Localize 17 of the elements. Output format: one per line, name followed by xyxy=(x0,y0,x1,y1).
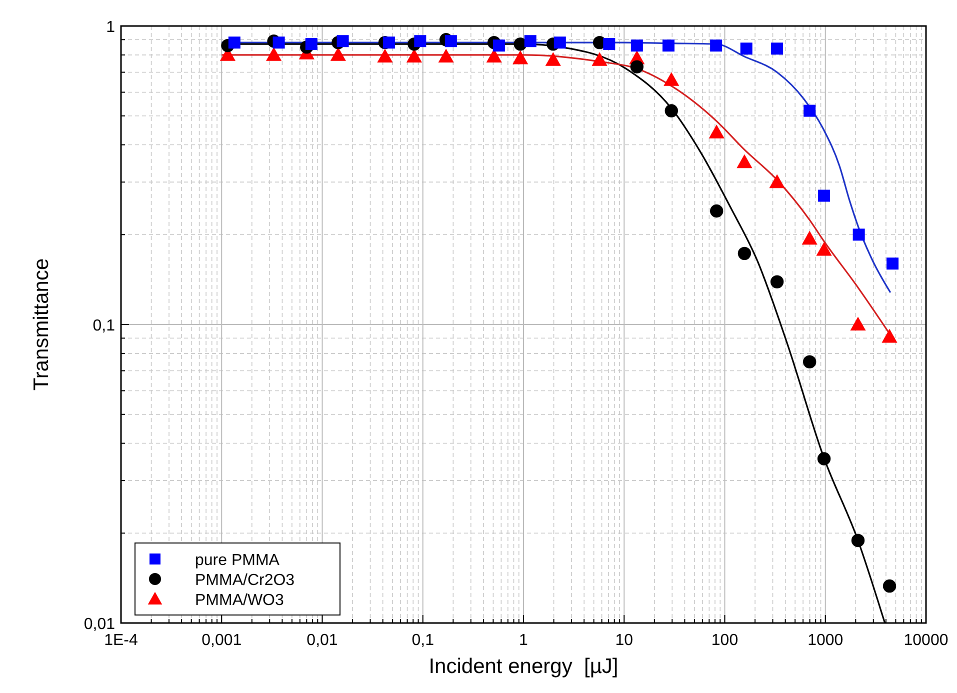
x-tick-label: 0,001 xyxy=(202,632,242,649)
legend-label: pure PMMA xyxy=(195,552,280,569)
x-tick-label: 10 xyxy=(615,632,634,649)
y-axis-title: Transmittance xyxy=(30,258,53,391)
legend-label: PMMA/WO3 xyxy=(195,592,284,609)
x-tick-label: 0,01 xyxy=(306,632,338,649)
y-tick-label: 0,01 xyxy=(84,616,116,633)
x-tick-label: 1 xyxy=(519,632,528,649)
x-tick-label: 10000 xyxy=(904,632,948,649)
legend-label: PMMA/Cr2O3 xyxy=(195,572,295,589)
x-tick-label: 1E-4 xyxy=(104,632,138,649)
x-tick-label: 1000 xyxy=(808,632,844,649)
x-axis-title: Incident energy [µJ] xyxy=(428,655,618,678)
x-tick-label: 100 xyxy=(711,632,738,649)
y-tick-label: 0,1 xyxy=(92,318,116,334)
x-tick-label: 0,1 xyxy=(412,632,434,649)
y-tick-label: 1 xyxy=(106,19,116,36)
